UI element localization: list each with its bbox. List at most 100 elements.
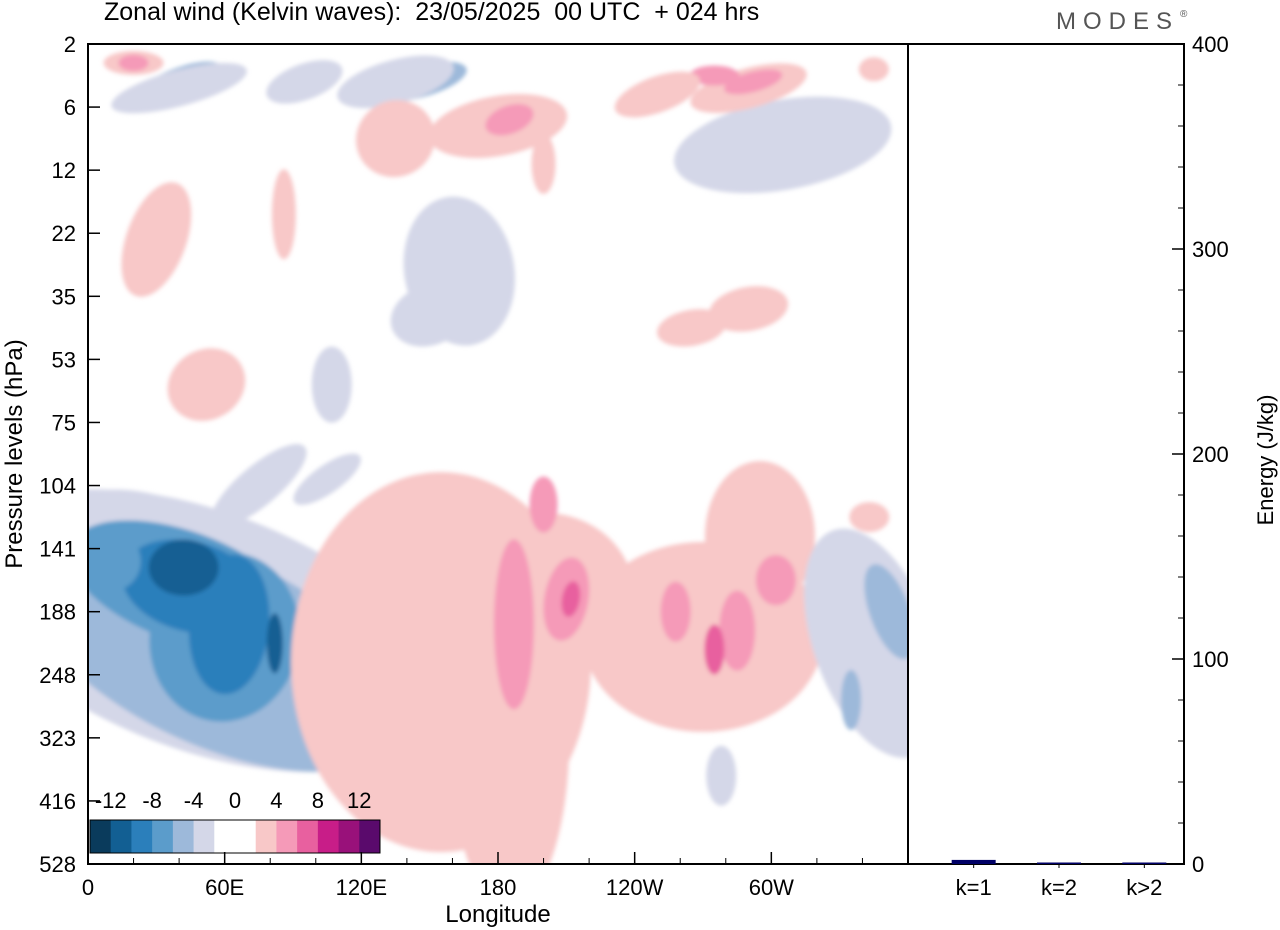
x-tick-label: 0	[82, 875, 94, 900]
brand-logo: MODES	[1056, 8, 1180, 35]
energy-category-label: k=2	[1041, 875, 1077, 900]
contour-blob	[390, 283, 469, 347]
colorbar-label: 0	[229, 788, 241, 813]
contour-blob	[337, 55, 454, 109]
contour-blob	[755, 555, 796, 606]
contour-blob	[148, 539, 219, 596]
contour-blob	[704, 624, 725, 675]
energy-tick-label: 200	[1192, 442, 1229, 467]
colorbar-label: 12	[347, 788, 371, 813]
energy-bar	[951, 859, 996, 864]
energy-bars	[951, 859, 1167, 864]
contour-blob	[121, 182, 192, 297]
contour-blob	[657, 309, 727, 347]
brand-registered-mark: ®	[1180, 9, 1188, 20]
contour-blob	[561, 581, 581, 617]
colorbar-swatch	[235, 820, 257, 853]
contour-blob	[660, 581, 691, 642]
contour-blob	[266, 60, 343, 104]
x-axis: 0 60E 120E 180 120W 60W	[82, 852, 863, 900]
contour-blob	[706, 745, 737, 806]
contour-blob	[531, 133, 556, 194]
y-axis-label: Pressure levels (hPa)	[1, 339, 28, 568]
contour-blob	[88, 531, 141, 592]
contour-blob	[188, 554, 270, 695]
colorbar-swatch	[90, 820, 112, 853]
contour-blob	[849, 502, 890, 533]
contour-blob	[293, 453, 361, 505]
contour-blob	[311, 346, 352, 423]
y-tick-label: 323	[39, 726, 76, 751]
contour-blobs	[88, 50, 908, 864]
colorbar-swatch	[317, 820, 340, 853]
contour-blob	[118, 54, 149, 71]
y-tick-label: 6	[64, 95, 76, 120]
contour-blob	[689, 65, 740, 86]
contour-blob	[485, 104, 534, 136]
energy-axis: 0 100 200 300 400	[1172, 32, 1229, 877]
colorbar-frame	[89, 819, 381, 854]
contour-blob	[614, 71, 701, 118]
energy-category-axis: k=1 k=2 k>2	[956, 864, 1162, 900]
y-tick-label: 75	[52, 410, 76, 435]
contour-blob	[841, 670, 862, 730]
energy-tick-label: 300	[1192, 237, 1229, 262]
y-tick-label: 2	[64, 32, 76, 57]
y-tick-label: 528	[39, 852, 76, 877]
colorbar-swatch	[152, 820, 174, 853]
chart-title: Zonal wind (Kelvin waves): 23/05/2025 00…	[104, 0, 760, 26]
contour-blob	[111, 63, 247, 114]
energy-category-label: k=1	[956, 875, 992, 900]
colorbar-label: 4	[270, 788, 282, 813]
colorbar-swatch	[338, 820, 360, 853]
y-tick-label: 141	[39, 537, 76, 562]
colorbar-label: -4	[184, 788, 204, 813]
energy-tick-label: 100	[1192, 647, 1229, 672]
contour-blob	[724, 69, 783, 95]
colorbar-swatch	[193, 820, 215, 853]
energy-tick-label: 400	[1192, 32, 1229, 57]
x-tick-label: 120E	[336, 875, 387, 900]
energy-axis-label: Energy (J/kg)	[1253, 395, 1278, 526]
energy-category-label: k>2	[1126, 875, 1162, 900]
y-tick-label: 35	[52, 284, 76, 309]
contour-field	[88, 50, 908, 864]
colorbar-label: -12	[95, 788, 127, 813]
contour-blob	[271, 169, 296, 260]
contour-blob	[719, 590, 756, 671]
contour-blob	[266, 613, 283, 674]
contour-blob	[858, 57, 889, 82]
energy-panel-frame	[907, 43, 1185, 865]
y-tick-label: 416	[39, 789, 76, 814]
energy-tick-label: 0	[1192, 852, 1204, 877]
y-tick-label: 248	[39, 663, 76, 688]
colorbar-swatch	[297, 820, 319, 853]
contour-blob	[804, 528, 908, 758]
colorbar-swatch	[255, 820, 277, 853]
y-tick-label: 12	[52, 158, 76, 183]
x-tick-label: 120W	[606, 875, 664, 900]
colorbar-swatch	[131, 820, 153, 853]
colorbar: -12 -8 -4 0 4 8 12	[89, 788, 381, 854]
contour-blob	[674, 96, 892, 194]
colorbar-label: 8	[312, 788, 324, 813]
colorbar-swatch	[172, 820, 195, 853]
y-tick-label: 104	[39, 474, 76, 499]
energy-bar	[1037, 862, 1081, 864]
x-tick-label: 60E	[205, 875, 244, 900]
x-axis-label: Longitude	[445, 901, 550, 928]
colorbar-swatch	[276, 820, 298, 853]
contour-blob	[211, 444, 307, 528]
colorbar-swatch	[110, 820, 132, 853]
colorbar-label: -8	[142, 788, 162, 813]
y-axis: 2 6 12 22 35 53 75 104 141 188 248 323 416 528	[39, 32, 100, 877]
y-tick-label: 22	[52, 221, 76, 246]
y-tick-label: 188	[39, 600, 76, 625]
contour-blob	[708, 286, 789, 332]
colorbar-swatch	[359, 820, 381, 853]
energy-bar	[1122, 862, 1167, 864]
y-tick-label: 53	[52, 347, 76, 372]
x-tick-label: 60W	[749, 875, 794, 900]
contour-blob	[355, 100, 436, 178]
